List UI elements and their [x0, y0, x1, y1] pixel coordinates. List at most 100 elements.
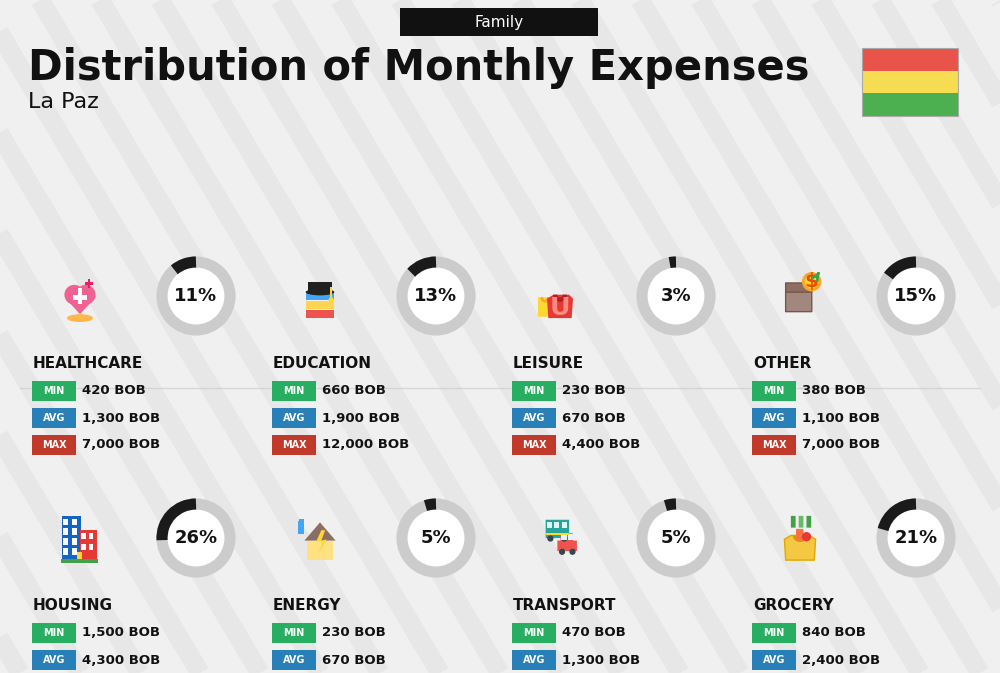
FancyBboxPatch shape: [85, 283, 93, 285]
FancyBboxPatch shape: [308, 282, 332, 292]
Text: La Paz: La Paz: [28, 92, 99, 112]
Text: OTHER: OTHER: [753, 355, 811, 371]
FancyBboxPatch shape: [752, 381, 796, 401]
Text: 3%: 3%: [661, 287, 691, 305]
Text: 13%: 13%: [414, 287, 458, 305]
Circle shape: [569, 548, 576, 555]
FancyBboxPatch shape: [63, 538, 68, 544]
FancyBboxPatch shape: [306, 310, 334, 318]
Text: GROCERY: GROCERY: [753, 598, 834, 612]
FancyBboxPatch shape: [32, 650, 76, 670]
Text: 420 BOB: 420 BOB: [82, 384, 146, 398]
FancyBboxPatch shape: [786, 283, 812, 292]
Text: 5%: 5%: [661, 529, 691, 547]
FancyBboxPatch shape: [272, 650, 316, 670]
Polygon shape: [547, 295, 573, 318]
Text: MAX: MAX: [522, 440, 546, 450]
FancyBboxPatch shape: [561, 534, 566, 540]
Text: 7,000 BOB: 7,000 BOB: [802, 439, 880, 452]
Circle shape: [882, 504, 950, 572]
Text: 1,300 BOB: 1,300 BOB: [82, 411, 160, 425]
Circle shape: [329, 297, 334, 302]
FancyBboxPatch shape: [73, 295, 87, 299]
Circle shape: [803, 273, 820, 290]
Text: MAX: MAX: [282, 440, 306, 450]
Circle shape: [642, 262, 710, 330]
FancyBboxPatch shape: [32, 623, 76, 643]
Text: MIN: MIN: [43, 386, 65, 396]
Text: MIN: MIN: [763, 386, 785, 396]
Text: 670 BOB: 670 BOB: [322, 653, 386, 666]
Text: 1,100 BOB: 1,100 BOB: [802, 411, 880, 425]
FancyBboxPatch shape: [752, 623, 796, 643]
FancyBboxPatch shape: [32, 408, 76, 428]
Text: AVG: AVG: [763, 655, 785, 665]
FancyBboxPatch shape: [72, 518, 77, 525]
FancyBboxPatch shape: [796, 529, 803, 540]
FancyBboxPatch shape: [306, 292, 334, 300]
Circle shape: [162, 262, 230, 330]
Text: 1,300 BOB: 1,300 BOB: [562, 653, 640, 666]
Text: 4,300 BOB: 4,300 BOB: [82, 653, 160, 666]
Polygon shape: [304, 522, 336, 540]
Text: 21%: 21%: [894, 529, 938, 547]
Text: Distribution of Monthly Expenses: Distribution of Monthly Expenses: [28, 47, 810, 89]
FancyBboxPatch shape: [307, 540, 333, 560]
Circle shape: [547, 536, 554, 542]
Circle shape: [162, 504, 230, 572]
FancyBboxPatch shape: [512, 408, 556, 428]
Text: MIN: MIN: [283, 386, 305, 396]
Text: 670 BOB: 670 BOB: [562, 411, 626, 425]
FancyBboxPatch shape: [89, 544, 93, 551]
FancyBboxPatch shape: [81, 544, 86, 551]
Text: MAX: MAX: [762, 440, 786, 450]
Text: AVG: AVG: [763, 413, 785, 423]
FancyBboxPatch shape: [80, 530, 97, 560]
Text: 230 BOB: 230 BOB: [322, 627, 386, 639]
FancyBboxPatch shape: [752, 650, 796, 670]
FancyBboxPatch shape: [272, 435, 316, 455]
FancyBboxPatch shape: [330, 287, 332, 299]
FancyBboxPatch shape: [547, 522, 552, 528]
FancyBboxPatch shape: [560, 533, 573, 542]
FancyBboxPatch shape: [77, 553, 82, 560]
Polygon shape: [66, 299, 94, 314]
FancyBboxPatch shape: [546, 533, 569, 534]
FancyBboxPatch shape: [786, 291, 812, 312]
Text: AVG: AVG: [283, 413, 305, 423]
Text: 1,900 BOB: 1,900 BOB: [322, 411, 400, 425]
FancyBboxPatch shape: [63, 548, 68, 555]
Polygon shape: [784, 536, 816, 560]
FancyBboxPatch shape: [89, 533, 93, 539]
Text: 12,000 BOB: 12,000 BOB: [322, 439, 409, 452]
FancyBboxPatch shape: [62, 516, 81, 560]
Text: 660 BOB: 660 BOB: [322, 384, 386, 398]
Text: AVG: AVG: [283, 655, 305, 665]
FancyBboxPatch shape: [32, 381, 76, 401]
Circle shape: [64, 285, 84, 305]
FancyBboxPatch shape: [512, 650, 556, 670]
FancyBboxPatch shape: [60, 559, 98, 563]
FancyBboxPatch shape: [512, 623, 556, 643]
FancyBboxPatch shape: [806, 516, 811, 528]
Text: LEISURE: LEISURE: [513, 355, 584, 371]
Text: Family: Family: [474, 15, 524, 30]
Circle shape: [559, 548, 565, 555]
FancyBboxPatch shape: [557, 540, 577, 551]
Text: HOUSING: HOUSING: [33, 598, 113, 612]
FancyBboxPatch shape: [272, 408, 316, 428]
FancyBboxPatch shape: [88, 279, 90, 288]
Text: 7,000 BOB: 7,000 BOB: [82, 439, 160, 452]
FancyBboxPatch shape: [554, 522, 559, 528]
FancyBboxPatch shape: [862, 71, 958, 94]
Text: 1,500 BOB: 1,500 BOB: [82, 627, 160, 639]
FancyBboxPatch shape: [512, 381, 556, 401]
Text: MIN: MIN: [43, 628, 65, 638]
FancyBboxPatch shape: [562, 522, 567, 528]
FancyBboxPatch shape: [301, 518, 304, 522]
FancyBboxPatch shape: [400, 8, 598, 36]
Circle shape: [882, 262, 950, 330]
Text: ENERGY: ENERGY: [273, 598, 342, 612]
Text: MIN: MIN: [523, 628, 545, 638]
Text: MIN: MIN: [283, 628, 305, 638]
